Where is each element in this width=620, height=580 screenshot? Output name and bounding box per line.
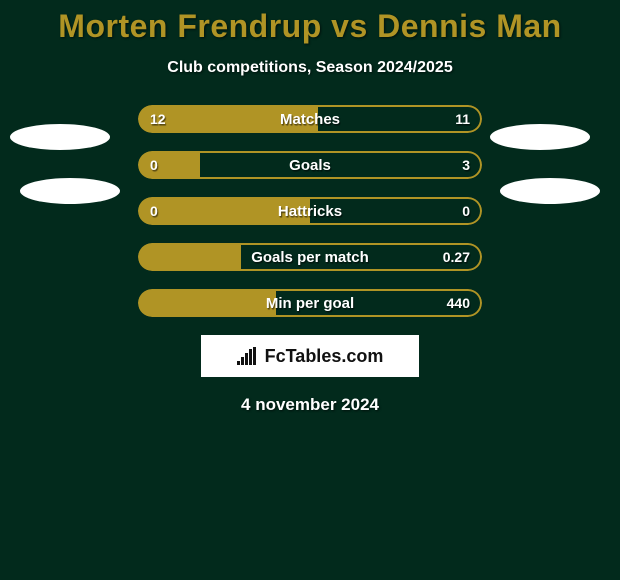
page-title: Morten Frendrup vs Dennis Man <box>0 0 620 45</box>
stat-value-right: 0.27 <box>443 243 470 271</box>
stat-bar-left-fill <box>138 151 200 179</box>
stat-value-left: 12 <box>150 105 166 133</box>
stat-bar: 440Min per goal <box>138 289 482 317</box>
stat-bar-left-fill <box>138 243 241 271</box>
comparison-infographic: Morten Frendrup vs Dennis Man Club compe… <box>0 0 620 580</box>
avatar-ellipse-left-2 <box>20 178 120 204</box>
stat-bar: 03Goals <box>138 151 482 179</box>
stat-value-right: 3 <box>462 151 470 179</box>
stats-bars: 1211Matches03Goals00Hattricks0.27Goals p… <box>138 105 482 317</box>
avatar-ellipse-left-1 <box>10 124 110 150</box>
stat-bar-left-fill <box>138 289 276 317</box>
stat-value-right: 0 <box>462 197 470 225</box>
stat-value-right: 440 <box>447 289 470 317</box>
stat-bar-right-outline <box>200 151 482 179</box>
avatar-ellipse-right-1 <box>490 124 590 150</box>
stat-value-left: 0 <box>150 197 158 225</box>
stat-bar-right-outline <box>310 197 482 225</box>
stat-bar-left-fill <box>138 197 310 225</box>
logo-bars-icon <box>237 347 259 365</box>
page-subtitle: Club competitions, Season 2024/2025 <box>0 59 620 77</box>
footer-date: 4 november 2024 <box>0 395 620 415</box>
avatar-ellipse-right-2 <box>500 178 600 204</box>
stat-bar: 1211Matches <box>138 105 482 133</box>
logo-text: FcTables.com <box>265 346 384 367</box>
site-logo: FcTables.com <box>201 335 419 377</box>
stat-bar: 00Hattricks <box>138 197 482 225</box>
stat-bar: 0.27Goals per match <box>138 243 482 271</box>
stat-value-right: 11 <box>455 105 470 133</box>
stat-value-left: 0 <box>150 151 158 179</box>
